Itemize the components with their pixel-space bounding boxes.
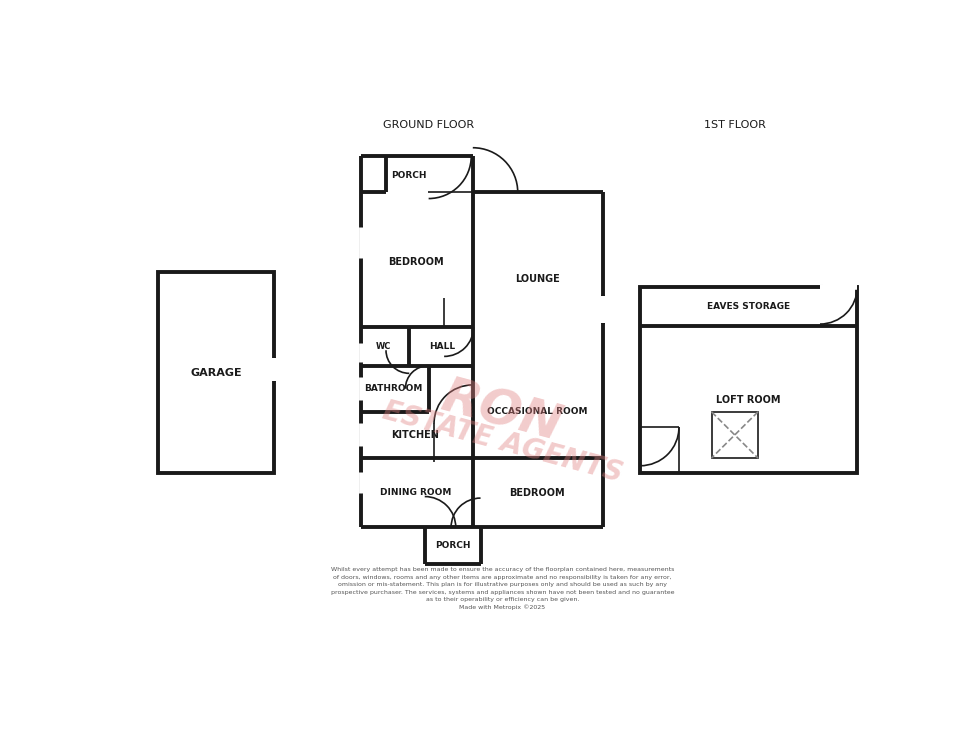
Text: KITCHEN: KITCHEN: [392, 430, 439, 440]
Text: Whilst every attempt has been made to ensure the accuracy of the floorplan conta: Whilst every attempt has been made to en…: [330, 567, 674, 610]
Text: ESTATE AGENTS: ESTATE AGENTS: [379, 397, 625, 488]
Text: LOFT ROOM: LOFT ROOM: [716, 394, 781, 405]
Text: RON: RON: [437, 373, 567, 451]
Bar: [711, 412, 758, 458]
Text: HALL: HALL: [428, 342, 455, 351]
Text: BEDROOM: BEDROOM: [510, 488, 564, 497]
Bar: [640, 287, 858, 473]
Bar: [158, 272, 274, 473]
Text: BATHROOM: BATHROOM: [365, 384, 423, 394]
Text: EAVES STORAGE: EAVES STORAGE: [708, 302, 790, 311]
Text: PORCH: PORCH: [391, 171, 427, 180]
Text: OCCASIONAL ROOM: OCCASIONAL ROOM: [487, 408, 587, 416]
Text: LOUNGE: LOUNGE: [514, 274, 560, 284]
Text: WC: WC: [376, 342, 391, 351]
Text: BEDROOM: BEDROOM: [388, 256, 443, 267]
Text: GROUND FLOOR: GROUND FLOOR: [383, 119, 474, 130]
Text: DINING ROOM: DINING ROOM: [380, 488, 451, 497]
Text: GARAGE: GARAGE: [190, 368, 242, 377]
Text: 1ST FLOOR: 1ST FLOOR: [704, 119, 765, 130]
Text: PORCH: PORCH: [435, 541, 470, 551]
